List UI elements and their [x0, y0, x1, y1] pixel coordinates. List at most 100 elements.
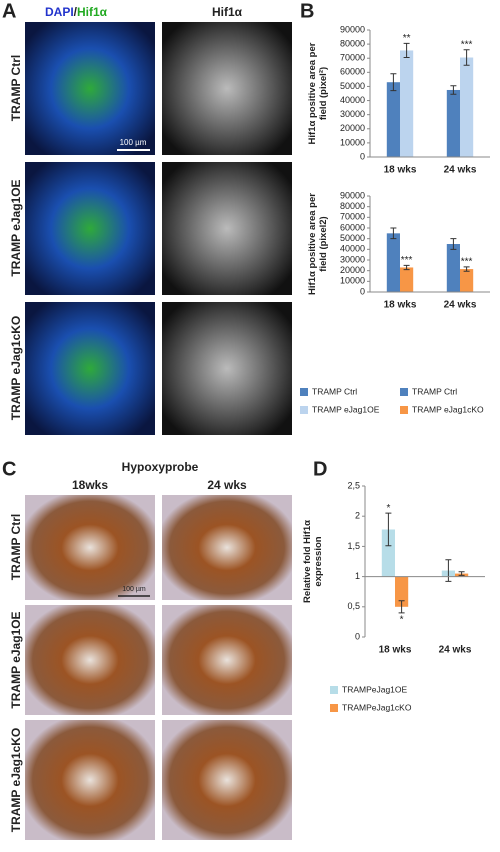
y-tick-label: 30000 [340, 109, 365, 119]
y-axis-label: expression [313, 536, 324, 586]
bar [381, 529, 395, 577]
bar [460, 57, 474, 158]
y-tick-label: 80000 [340, 38, 365, 48]
panel-label: D [313, 458, 327, 480]
annotation: *** [461, 39, 473, 50]
micrograph [25, 495, 155, 600]
row-label: TRAMP Ctrl [9, 514, 23, 580]
bar [386, 233, 400, 292]
header-part: DAPI [45, 5, 74, 19]
micrograph [25, 605, 155, 715]
y-tick-label: 0,5 [347, 601, 360, 611]
panel-label: A [2, 0, 16, 22]
y-tick-label: 20000 [340, 123, 365, 133]
y-tick-label: 90000 [340, 24, 365, 34]
error-bar [385, 512, 392, 547]
bar [446, 244, 460, 292]
x-tick-label: 18 wks [384, 300, 417, 311]
y-tick-label: 30000 [340, 254, 365, 264]
y-tick-label: 10000 [340, 137, 365, 147]
annotation: * [386, 503, 390, 514]
legend-swatch [300, 406, 308, 414]
y-axis-label: field (pixel²) [318, 67, 329, 120]
y-axis-label: Relative fold Hif1α [302, 520, 313, 603]
legend-swatch [400, 388, 408, 396]
y-tick-label: 1,5 [347, 541, 360, 551]
error-bar [403, 264, 410, 271]
legend-swatch [330, 686, 338, 694]
legend-label: TRAMP Ctrl [412, 386, 457, 396]
legend-swatch [330, 704, 338, 712]
bar [446, 89, 460, 157]
y-tick-label: 20000 [340, 265, 365, 275]
y-axis-label: field (pixel2) [318, 216, 329, 271]
y-tick-label: 70000 [340, 212, 365, 222]
y-tick-label: 1 [355, 571, 360, 581]
legend-swatch [400, 406, 408, 414]
y-tick-label: 60000 [340, 67, 365, 77]
y-tick-label: 0 [355, 631, 360, 641]
scale-bar-label: 100 µm [122, 586, 146, 593]
annotation: *** [401, 255, 413, 266]
error-bar [450, 85, 457, 95]
micrograph [25, 720, 155, 840]
legend-label: TRAMP eJag1cKO [412, 404, 484, 414]
micrograph [162, 495, 292, 600]
x-tick-label: 24 wks [439, 645, 472, 656]
error-bar [390, 227, 397, 240]
bar [395, 576, 409, 607]
micrograph [162, 302, 292, 435]
error-bar [458, 571, 465, 576]
error-bar [390, 73, 397, 92]
error-bar [403, 42, 410, 59]
y-tick-label: 90000 [340, 190, 365, 200]
legend-swatch [300, 388, 308, 396]
header-part: / [74, 5, 78, 19]
error-bar [398, 600, 405, 614]
legend-label: TRAMP eJag1OE [312, 404, 380, 414]
row-label: TRAMP eJag1cKO [9, 728, 23, 832]
y-tick-label: 10000 [340, 276, 365, 286]
y-tick-label: 60000 [340, 222, 365, 232]
y-tick-label: 70000 [340, 53, 365, 63]
panel-label: B [300, 0, 314, 22]
legend-label: TRAMP Ctrl [312, 386, 357, 396]
legend-label: TRAMPeJag1OE [342, 684, 408, 694]
micrograph [25, 22, 155, 155]
error-bar [463, 49, 470, 66]
x-tick-label: 24 wks [444, 165, 477, 176]
row-label: TRAMP Ctrl [9, 55, 23, 121]
micrograph [25, 162, 155, 295]
header-part: Hif1α [77, 5, 108, 19]
annotation: * [400, 614, 404, 625]
error-bar [445, 559, 452, 582]
panel-label: C [2, 458, 16, 480]
legend-label: TRAMPeJag1cKO [342, 702, 412, 712]
y-tick-label: 50000 [340, 233, 365, 243]
y-tick-label: 50000 [340, 81, 365, 91]
panel-a-images [25, 22, 292, 435]
scale-bar-label: 100 µm [120, 138, 147, 147]
micrograph [162, 720, 292, 840]
error-bar [450, 238, 457, 250]
column-header: Hif1α [212, 5, 243, 19]
bar [386, 82, 400, 157]
y-axis-label: Hif1α positive area per [307, 42, 318, 144]
panel-c-images [25, 495, 292, 840]
panel-title: Hypoxyprobe [122, 460, 199, 474]
y-tick-label: 40000 [340, 95, 365, 105]
y-tick-label: 2 [355, 511, 360, 521]
micrograph [162, 162, 292, 295]
y-tick-label: 80000 [340, 201, 365, 211]
micrograph [25, 302, 155, 435]
annotation: ** [403, 33, 411, 44]
y-tick-label: 0 [360, 286, 365, 296]
column-header: 24 wks [207, 478, 247, 492]
bar [460, 269, 474, 292]
column-header: 18wks [72, 478, 108, 492]
row-label: TRAMP eJag1OE [9, 611, 23, 708]
x-tick-label: 18 wks [384, 165, 417, 176]
y-tick-label: 0 [360, 151, 365, 161]
y-tick-label: 2,5 [347, 480, 360, 490]
y-tick-label: 40000 [340, 244, 365, 254]
